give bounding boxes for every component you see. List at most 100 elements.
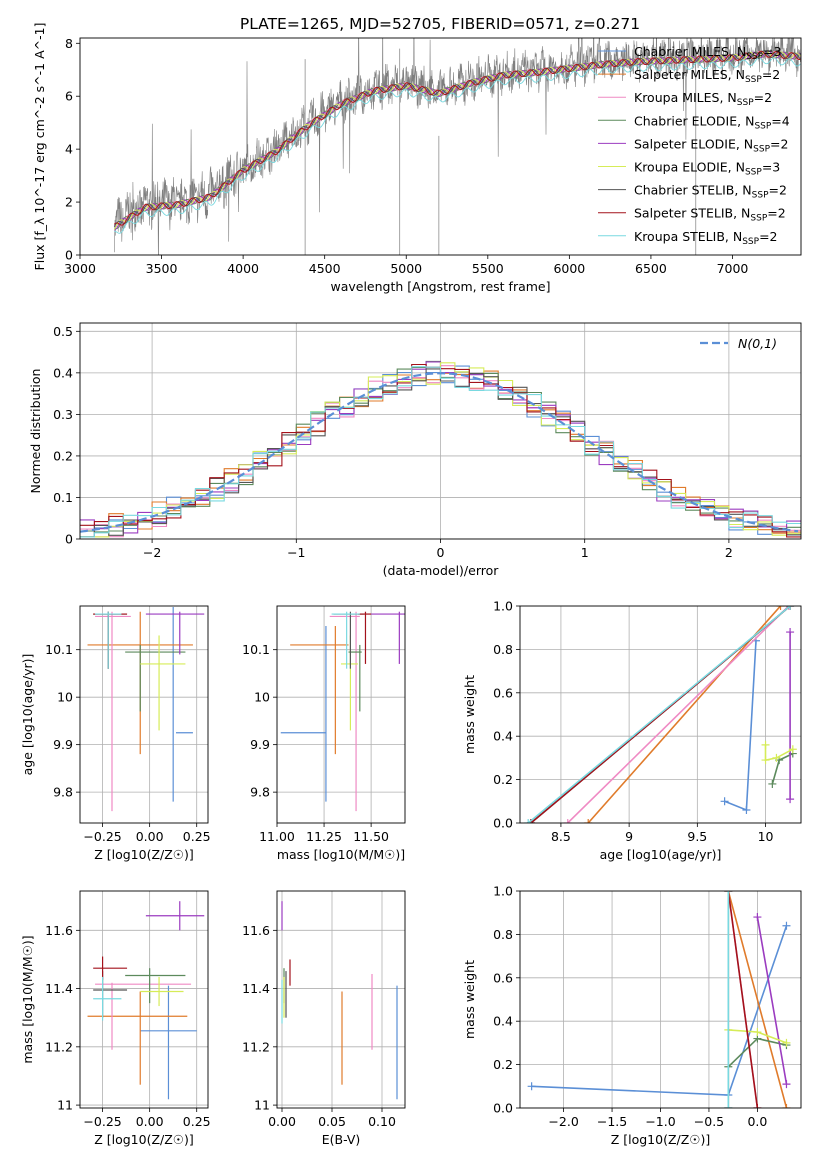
panel-age_vs_mass: 11.00 11.25 11.50 9.8 9.9 10 10.1 mass [log10(M…	[242, 605, 406, 862]
point-chabrier_stelib	[333, 611, 364, 669]
legend-entry: Salpeter MILES, NSSP=2	[634, 67, 780, 85]
model-line-salpeter_stelib	[113, 50, 801, 226]
y-tick-label: 1.0	[493, 884, 513, 899]
y-tick-label: 4	[65, 142, 73, 157]
x-tick-label: 3500	[146, 261, 178, 276]
legend-entry: Kroupa MILES, NSSP=2	[634, 90, 772, 108]
y-axis-label: Flux [f_λ 10^-17 erg cm^-2 s^-1 A^-1]	[32, 23, 47, 271]
point-kroupa_stelib	[93, 976, 122, 1021]
plot-area	[277, 891, 405, 1108]
y-tick-label: 0.4	[493, 1014, 513, 1029]
x-tick-label: 1	[581, 545, 589, 560]
axes-frame	[519, 890, 802, 1109]
y-tick-label: 9.9	[250, 737, 270, 752]
axes-frame	[79, 322, 802, 540]
y-tick-label: 0.0	[493, 1101, 513, 1116]
y-tick-label: 11	[254, 1098, 270, 1113]
y-axis-label: mass weight	[462, 675, 477, 754]
plot-area	[80, 606, 208, 823]
y-axis-label: mass weight	[462, 960, 477, 1039]
x-axis-label: wavelength [Angstrom, rest frame]	[330, 279, 550, 294]
point-salpeter_stelib	[357, 611, 372, 664]
axes-frame	[519, 605, 802, 824]
y-tick-label: 0.1	[53, 490, 73, 505]
y-tick-label: 11.6	[45, 923, 73, 938]
x-tick-label: 8.5	[551, 829, 571, 844]
plot-area	[277, 606, 405, 823]
y-tick-label: 8	[65, 36, 73, 51]
x-tick-label: 5500	[472, 261, 504, 276]
weight-marker	[563, 819, 572, 823]
legend-entry: Kroupa STELIB, NSSP=2	[634, 229, 778, 247]
weight-marker	[788, 745, 797, 754]
weight-marker	[753, 1028, 762, 1037]
point-salpeter_miles	[290, 625, 349, 755]
x-tick-label: 0	[437, 545, 445, 560]
y-tick-label: 10.1	[242, 642, 270, 657]
plot-area	[520, 606, 801, 823]
point-kroupa_miles	[95, 982, 192, 1050]
panel-mass_vs_ebv: 0.00 0.05 0.10 11 11.2 11.4 11.6 E(B-V)	[242, 890, 406, 1147]
legend-entry: Chabrier STELIB, NSSP=2	[634, 183, 787, 201]
point-salpeter_elodie	[145, 901, 205, 931]
panel-weight_vs_Z: −2.0 −1.5 −1.0 −0.5 0.0 0.0 0.2 0.4 0.6 0.8 1.0 Z […	[462, 884, 802, 1147]
y-tick-label: 0	[65, 532, 73, 547]
x-axis-label: Z [log10(Z/Z☉)]	[94, 1132, 194, 1147]
x-tick-label: 5000	[390, 261, 422, 276]
weight-line-kroupa_stelib	[527, 606, 791, 823]
point-salpeter_stelib	[93, 956, 128, 980]
x-tick-label: 11.25	[306, 829, 342, 844]
plot-area	[520, 891, 801, 1108]
y-tick-label: 0.5	[53, 324, 73, 339]
y-tick-label: 0.8	[493, 927, 513, 942]
y-tick-label: 0.6	[493, 685, 513, 700]
weight-marker	[786, 795, 795, 804]
axes-frame	[79, 37, 802, 256]
weight-line-chabrier_miles	[724, 640, 757, 812]
legend: Chabrier MILES, NSSP=3 Salpeter MILES, NS…	[598, 44, 790, 247]
y-tick-label: 0.0	[493, 816, 513, 831]
figure-title: PLATE=1265, MJD=52705, FIBERID=0571, z=0…	[240, 15, 640, 33]
y-tick-label: 9.8	[250, 785, 270, 800]
weight-marker	[782, 921, 791, 930]
x-tick-label: 7000	[717, 261, 749, 276]
plot-area	[80, 323, 801, 539]
weight-marker	[782, 1104, 791, 1108]
weight-marker	[753, 1104, 762, 1108]
point-kroupa_stelib	[331, 611, 360, 669]
point-kroupa_miles	[329, 611, 360, 812]
x-tick-label: 2	[725, 545, 733, 560]
point-kroupa_elodie	[140, 635, 186, 731]
x-tick-label: −2	[143, 545, 161, 560]
panel-spectrum: 3000 3500 4000 4500 5000 5500 6000 6500 7000 0 2 4 6…	[32, 23, 802, 294]
point-salpeter_elodie	[371, 611, 405, 664]
weight-line-chabrier_miles	[531, 925, 788, 1096]
axes-frame	[79, 890, 209, 1109]
weight-marker	[768, 779, 777, 788]
plot-area	[113, 38, 801, 255]
x-tick-label: 10	[758, 829, 774, 844]
x-tick-label: 4000	[227, 261, 259, 276]
x-axis-label: mass [log10(M/M☉)]	[277, 847, 405, 862]
point-chabrier_elodie	[125, 644, 186, 712]
point-kroupa_stelib	[95, 611, 122, 669]
y-tick-label: 0.8	[493, 642, 513, 657]
normal-curve	[80, 372, 799, 533]
x-axis-label: age [log10(age/yr)]	[600, 847, 722, 862]
y-tick-label: 11.4	[242, 981, 270, 996]
panel-weight_vs_age: 8.5 9 9.5 10 0.0 0.2 0.4 0.6 0.8 1.0 age [log10(ag…	[462, 599, 802, 862]
weight-marker	[761, 740, 770, 749]
x-tick-label: 0.25	[183, 1114, 211, 1129]
y-tick-label: 0.4	[493, 729, 513, 744]
weight-marker	[720, 797, 729, 806]
x-tick-label: 3000	[64, 261, 96, 276]
point-salpeter_elodie	[145, 611, 205, 655]
y-tick-label: 9.8	[53, 785, 73, 800]
weight-marker	[584, 819, 593, 823]
legend-entry: N(0,1)	[738, 336, 777, 351]
x-tick-label: 9.5	[687, 829, 707, 844]
panel-mass_vs_Z: −0.25 0.00 0.25 11 11.2 11.4 11.6 Z [log10(Z/Z☉…	[20, 890, 211, 1147]
weight-marker	[524, 819, 533, 823]
weight-line-salpeter_miles	[587, 606, 782, 823]
